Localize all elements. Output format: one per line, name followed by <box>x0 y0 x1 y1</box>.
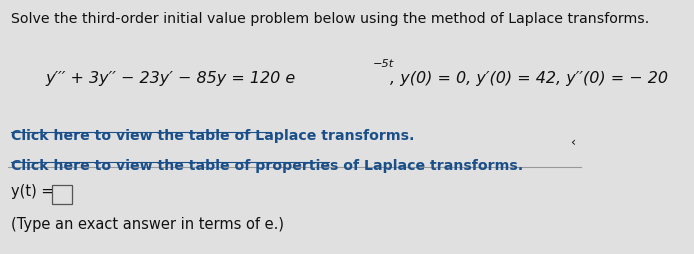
Text: Click here to view the table of properties of Laplace transforms.: Click here to view the table of properti… <box>11 158 523 172</box>
Text: y(t) =: y(t) = <box>11 183 58 198</box>
Text: (Type an exact answer in terms of e.): (Type an exact answer in terms of e.) <box>11 216 284 231</box>
Text: −5t: −5t <box>373 59 394 69</box>
Text: , y(0) = 0, y′(0) = 42, y′′(0) = − 20: , y(0) = 0, y′(0) = 42, y′′(0) = − 20 <box>391 71 668 86</box>
Text: y′′′ + 3y′′ − 23y′ − 85y = 120 e: y′′′ + 3y′′ − 23y′ − 85y = 120 e <box>46 71 296 86</box>
Text: Solve the third-order initial value problem below using the method of Laplace tr: Solve the third-order initial value prob… <box>11 12 649 26</box>
Text: ‹: ‹ <box>570 136 575 149</box>
Text: Click here to view the table of Laplace transforms.: Click here to view the table of Laplace … <box>11 128 414 142</box>
FancyBboxPatch shape <box>52 185 72 204</box>
